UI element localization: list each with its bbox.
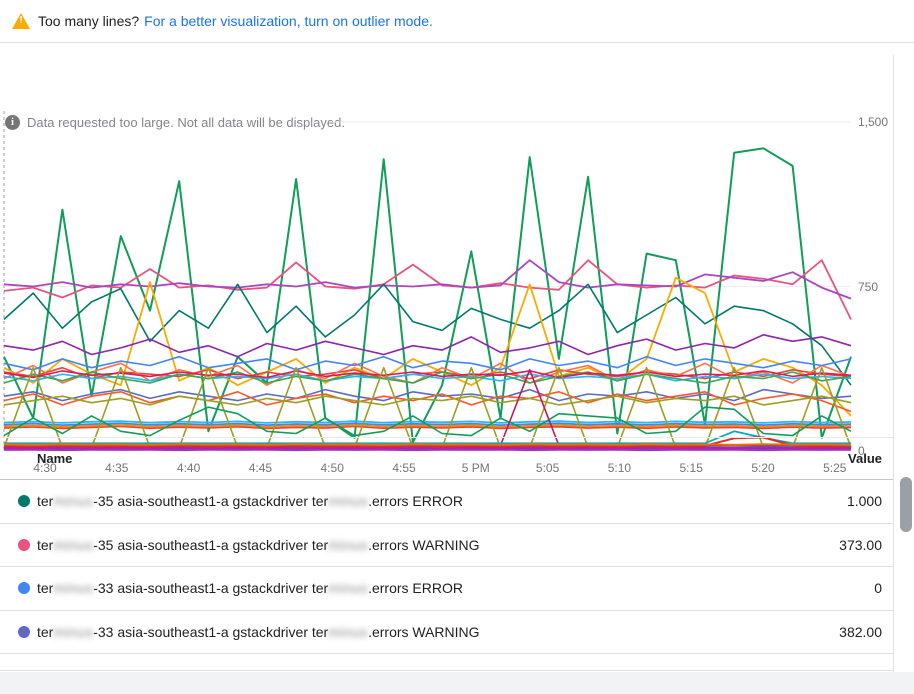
name-text: .errors WARNING: [368, 536, 480, 553]
chart-series-group: [3, 147, 852, 452]
series-value: 373.00: [839, 536, 882, 553]
too-many-lines-banner: Too many lines? For a better visualizati…: [0, 0, 914, 43]
chart-line-purple-high: [3, 259, 852, 300]
chart-line-orangered-mid: [3, 390, 852, 413]
line-chart[interactable]: [0, 98, 893, 480]
name-text: .errors ERROR: [368, 493, 463, 510]
legend-rows: terminus-35 asia-southeast1-a gstackdriv…: [0, 480, 893, 654]
redacted-text: minus: [53, 623, 94, 640]
redacted-text: minus: [328, 623, 369, 640]
series-name: terminus-33 asia-southeast1-a gstackdriv…: [37, 624, 480, 640]
x-axis-label: 5:10: [607, 461, 632, 475]
x-axis-label: 5 PM: [461, 461, 490, 475]
page-background: [0, 672, 914, 694]
table-row[interactable]: terminus-35 asia-southeast1-a gstackdriv…: [0, 480, 893, 524]
name-text: ter: [37, 580, 54, 597]
redacted-text: minus: [328, 536, 369, 553]
partial-row: [0, 654, 893, 671]
x-axis-label: 5:20: [751, 461, 775, 475]
series-name: terminus-35 asia-southeast1-a gstackdriv…: [37, 537, 480, 553]
y-axis-label: 0: [858, 444, 865, 458]
chart-line-pink-high: [3, 259, 852, 320]
chart-line-magenta-band: [3, 370, 852, 379]
series-name: terminus-35 asia-southeast1-a gstackdriv…: [37, 493, 463, 509]
x-axis-label: 4:55: [392, 461, 416, 475]
chart-line-lightblue-low: [3, 420, 852, 424]
series-value: 382.00: [839, 623, 882, 640]
name-text: -35 asia-southeast1-a gstackdriver ter: [93, 493, 329, 510]
name-text: ter: [37, 623, 54, 640]
y-axis-label: 1,500: [858, 115, 889, 129]
chart-line-yellow: [3, 276, 852, 417]
y-axis-label: 750: [858, 279, 879, 294]
chart-line-cyan-bump: [4, 430, 851, 445]
series-name: terminus-33 asia-southeast1-a gstackdriv…: [37, 580, 463, 596]
data-too-large-notice: i Data requested too large. Not all data…: [5, 115, 345, 130]
chart-line-orange-band: [3, 362, 852, 387]
series-color-dot: [18, 495, 30, 508]
x-axis-label: 5:05: [535, 461, 560, 475]
table-row[interactable]: terminus-35 asia-southeast1-a gstackdriv…: [0, 523, 893, 567]
series-value: 0: [874, 580, 882, 597]
chart-line-blue-band: [3, 355, 852, 371]
table-row[interactable]: terminus-33 asia-southeast1-a gstackdriv…: [0, 610, 893, 654]
chart-line-magenta-spike: [4, 368, 851, 447]
series-color-dot: [18, 625, 30, 638]
redacted-text: minus: [53, 536, 94, 553]
name-text: -35 asia-southeast1-a gstackdriver ter: [93, 536, 329, 553]
redacted-text: minus: [53, 493, 94, 510]
chart-line-green-low: [3, 406, 852, 437]
name-column-header: Name: [37, 451, 73, 466]
x-axis-label: 4:35: [105, 461, 129, 475]
series-color-dot: [18, 582, 30, 595]
chart-line-purple-wavy: [3, 334, 852, 358]
x-axis-label: 4:30: [33, 461, 57, 475]
name-text: -33 asia-southeast1-a gstackdriver ter: [93, 580, 329, 597]
chart-line-lightblue-band: [3, 373, 852, 382]
x-axis-label: 4:45: [248, 461, 273, 475]
x-axis-label: 5:25: [823, 461, 847, 475]
chart-line-orange-low: [3, 424, 852, 428]
warning-triangle-icon: [12, 13, 30, 29]
chart-line-indigo-mid: [3, 388, 852, 402]
name-text: .errors WARNING: [368, 623, 480, 640]
series-color-dot: [18, 538, 30, 551]
series-value: 1.000: [846, 493, 882, 510]
chart-line-teal-dark: [3, 283, 852, 386]
legend-table: Name Value terminus-35 asia-southeast1-a…: [0, 437, 893, 671]
table-row[interactable]: terminus-33 asia-southeast1-a gstackdriv…: [0, 567, 893, 611]
scrollbar-thumb[interactable]: [900, 477, 912, 532]
banner-text: Too many lines?: [38, 13, 140, 29]
name-text: ter: [37, 493, 54, 510]
x-axis-label: 4:40: [176, 461, 201, 475]
legend-table-header: Name Value: [0, 437, 893, 480]
info-icon: i: [5, 115, 20, 130]
redacted-text: minus: [328, 493, 369, 510]
name-text: -33 asia-southeast1-a gstackdriver ter: [93, 623, 329, 640]
chart-line-olive-mid: [3, 395, 852, 406]
outlier-mode-link[interactable]: For a better visualization, turn on outl…: [144, 13, 433, 29]
redacted-text: minus: [53, 580, 94, 597]
redacted-text: minus: [328, 580, 369, 597]
name-text: .errors ERROR: [368, 580, 463, 597]
value-column-header: Value: [848, 451, 882, 466]
x-axis-label: 4:50: [320, 461, 344, 475]
name-text: ter: [37, 536, 54, 553]
chart-line-green-band: [3, 371, 852, 384]
chart-line-red-low: [3, 425, 852, 430]
chart-line-zero-orange: [3, 443, 852, 446]
chart-area[interactable]: i Data requested too large. Not all data…: [0, 43, 914, 475]
scrollbar-track: [893, 55, 894, 672]
notice-text: Data requested too large. Not all data w…: [27, 115, 345, 130]
x-axis-label: 5:15: [679, 461, 703, 475]
